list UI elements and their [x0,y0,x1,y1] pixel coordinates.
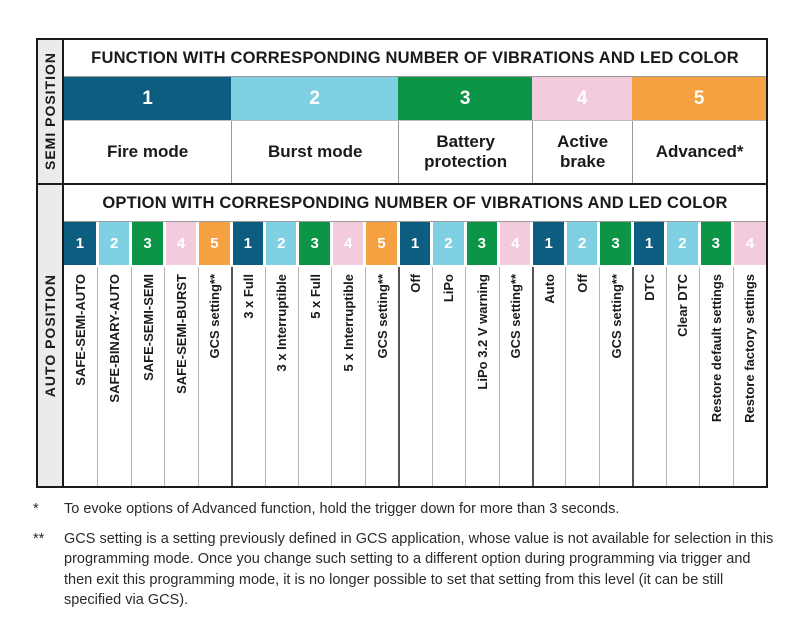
option-label-text: LiPo 3.2 V warning [474,274,490,390]
option-label-text: 3 x Full [241,274,257,319]
option-label-cell: LiPo [431,267,465,486]
option-title: OPTION WITH CORRESPONDING NUMBER OF VIBR… [64,185,766,222]
function-name-cell: Fire mode [106,142,189,162]
option-label-cell: GCS setting** [197,267,231,486]
option-label-cell: Restore factory settings [732,267,766,486]
option-number-cell: 4 [165,222,197,265]
option-label-text: Off [408,274,424,293]
option-label-cell: 5 x Interruptible [331,267,364,486]
option-number-cell: 3 [299,222,330,265]
option-label-cell: 3 x Interruptible [264,267,298,486]
option-label-cell: 5 x Full [297,267,331,486]
footnote-marker: * [33,501,39,517]
footnote-marker: ** [33,530,45,547]
option-label-cell: GCS setting** [598,267,632,486]
auto-content: OPTION WITH CORRESPONDING NUMBER OF VIBR… [64,185,766,486]
section-divider [38,183,766,185]
option-label-cell: SAFE-SEMI-BURST [164,267,197,486]
option-label-text: Restore factory settings [742,274,758,423]
option-number-cell: 2 [566,222,598,265]
option-label-text: Restore default settings [708,274,724,423]
option-label-cell: Clear DTC [665,267,699,486]
semi-position-sidebar: SEMI POSITION [38,40,64,183]
function-title: FUNCTION WITH CORRESPONDING NUMBER OF VI… [64,40,766,77]
option-label-text: Off [575,274,591,293]
auto-position-sidebar: AUTO POSITION [38,185,64,486]
option-label-cell: DTC [632,267,665,486]
option-label-text: Clear DTC [675,274,691,337]
option-number-cell: 1 [633,222,665,265]
option-label-text: DTC [642,274,658,301]
function-number-cell: 2 [231,77,399,120]
option-label-text: SAFE-SEMI-BURST [173,274,189,394]
option-label-text: GCS setting** [608,274,624,359]
option-label-cell: Restore default settings [699,267,732,486]
function-number-cell: 3 [398,77,532,120]
auto-position-section: AUTO POSITION OPTION WITH CORRESPONDING … [38,185,766,486]
option-number-cell: 4 [500,222,531,265]
function-number-cell: 1 [64,77,232,120]
option-number-cell: 2 [266,222,297,265]
semi-content: FUNCTION WITH CORRESPONDING NUMBER OF VI… [64,40,766,183]
option-label-text: 3 x Interruptible [274,274,290,372]
option-label-cell: LiPo 3.2 V warning [465,267,498,486]
programming-table: SEMI POSITION FUNCTION WITH CORRESPONDIN… [36,38,768,488]
option-label-cell: GCS setting** [364,267,398,486]
option-number-cell: 3 [132,222,163,265]
option-number-cell: 1 [64,222,96,265]
option-label-text: LiPo [441,274,457,303]
option-number-cell: 5 [199,222,230,265]
option-label-text: GCS setting** [374,274,390,359]
option-number-cell: 3 [600,222,631,265]
option-number-cell: 2 [98,222,130,265]
option-label-cell: Auto [531,267,565,486]
option-label-text: SAFE-BINARY-AUTO [107,274,123,403]
semi-position-section: SEMI POSITION FUNCTION WITH CORRESPONDIN… [38,40,766,183]
option-label-cell: 3 x Full [231,267,264,486]
option-number-cell: 4 [332,222,364,265]
option-number-cell: 1 [533,222,564,265]
function-number-cell: 5 [632,77,766,120]
auto-position-label: AUTO POSITION [42,273,58,398]
option-label-text: 5 x Interruptible [341,274,357,372]
option-number-cell: 1 [399,222,431,265]
option-number-cell: 5 [366,222,397,265]
option-number-cell: 3 [700,222,732,265]
function-name-cell: Burst mode [231,121,398,183]
option-label-cell: Off [565,267,598,486]
option-number-cell: 2 [667,222,698,265]
option-label-cell: GCS setting** [498,267,532,486]
footnote: ** GCS setting is a setting previously de… [33,529,781,611]
footnote: * To evoke options of Advanced function, … [33,499,781,520]
function-name-cell: Battery protection [398,121,532,183]
option-label-cell: SAFE-SEMI-AUTO [64,267,97,486]
option-label-cell: SAFE-BINARY-AUTO [97,267,130,486]
option-label-text: Auto [542,274,558,304]
semi-position-label: SEMI POSITION [42,52,58,171]
option-label-text: SAFE-SEMI-AUTO [73,274,89,386]
option-number-cell: 3 [466,222,498,265]
option-label-text: GCS setting** [207,274,223,359]
option-number-cell: 1 [232,222,264,265]
option-label-cell: Off [398,267,431,486]
function-name-cell: Active brake [531,121,632,183]
option-label-row: SAFE-SEMI-AUTO SAFE-BINARY-AUTO SAFE-SEMI-… [64,267,766,486]
function-name-cell: Advanced* [632,121,766,183]
option-label-text: SAFE-SEMI-SEMI [140,274,156,381]
function-number-cell: 4 [531,77,633,120]
option-label-cell: SAFE-SEMI-SEMI [130,267,164,486]
option-label-text: 5 x Full [307,274,323,319]
footnote-text: To evoke options of Advanced function, h… [64,501,620,517]
footnotes: * To evoke options of Advanced function, … [33,499,781,620]
footnote-text: GCS setting is a setting previously defi… [64,530,774,609]
option-number-cell: 4 [734,222,766,265]
function-name-row: Fire mode Burst mode Battery protection Act… [64,121,766,183]
option-label-text: GCS setting** [508,274,524,359]
option-number-cell: 2 [433,222,464,265]
